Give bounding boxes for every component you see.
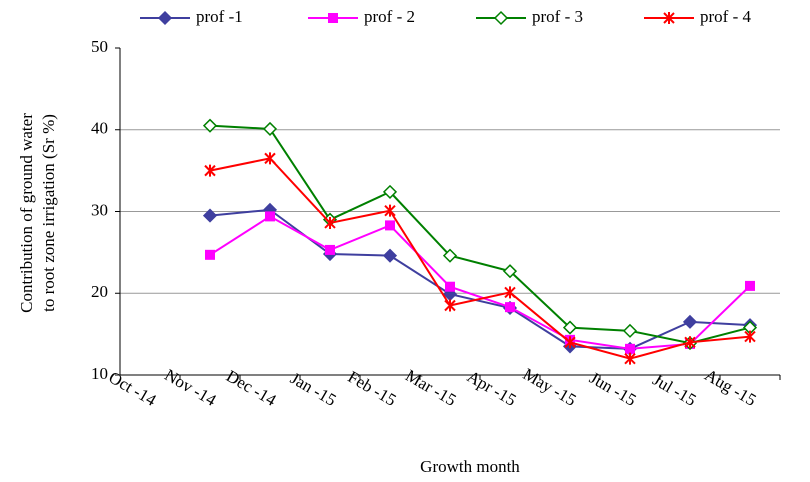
legend-label: prof - 2: [364, 7, 415, 26]
x-tick-label: Aug -15: [701, 365, 759, 410]
y-tick-label: 40: [91, 119, 108, 138]
point: [382, 184, 398, 199]
point: [744, 330, 756, 343]
x-tick-label: May -15: [520, 364, 580, 409]
x-tick-label: Feb -15: [345, 367, 400, 410]
point: [325, 244, 335, 255]
series-line: [209, 124, 751, 345]
point: [624, 352, 636, 365]
series-line: [209, 208, 751, 350]
point: [265, 211, 275, 222]
x-tick-label: Apr -15: [464, 367, 520, 410]
point: [444, 299, 456, 312]
y-tick-label: 30: [91, 200, 108, 219]
x-tick-label: Nov -14: [161, 365, 220, 410]
y-label-1: Contribution of ground water: [17, 113, 36, 313]
point: [442, 248, 458, 263]
point: [745, 280, 755, 291]
point: [504, 286, 516, 299]
legend-label: prof - 3: [532, 7, 583, 26]
point: [625, 343, 635, 354]
y-label-2: to root zone irrigation (Sr %): [39, 114, 58, 312]
point: [564, 336, 576, 349]
point: [682, 314, 698, 329]
point: [505, 302, 515, 313]
y-tick-label: 50: [91, 37, 108, 56]
x-label: Growth month: [420, 457, 520, 476]
point: [622, 323, 638, 338]
point: [493, 10, 509, 26]
x-tick-label: Jul -15: [650, 370, 700, 410]
series-line: [209, 157, 751, 360]
legend-label: prof - 4: [700, 7, 751, 26]
point: [663, 12, 675, 24]
point: [262, 121, 278, 136]
series-line: [209, 215, 751, 350]
y-tick-label: 10: [91, 364, 108, 383]
point: [202, 208, 218, 223]
x-tick-label: Oct -14: [105, 368, 159, 410]
point: [157, 10, 173, 26]
point: [204, 164, 216, 177]
point: [382, 248, 398, 263]
x-tick-label: Mar -15: [402, 366, 459, 410]
point: [684, 336, 696, 349]
point: [385, 220, 395, 231]
point: [264, 152, 276, 165]
x-tick-label: Dec -14: [223, 366, 280, 410]
point: [384, 204, 396, 217]
point: [445, 281, 455, 292]
y-tick-label: 20: [91, 282, 108, 301]
point: [324, 216, 336, 229]
point: [562, 320, 578, 335]
point: [202, 118, 218, 133]
legend-label: prof -1: [196, 7, 243, 26]
point: [205, 249, 215, 260]
point: [328, 13, 338, 23]
point: [502, 264, 518, 279]
x-tick-label: Jun -15: [586, 368, 639, 410]
